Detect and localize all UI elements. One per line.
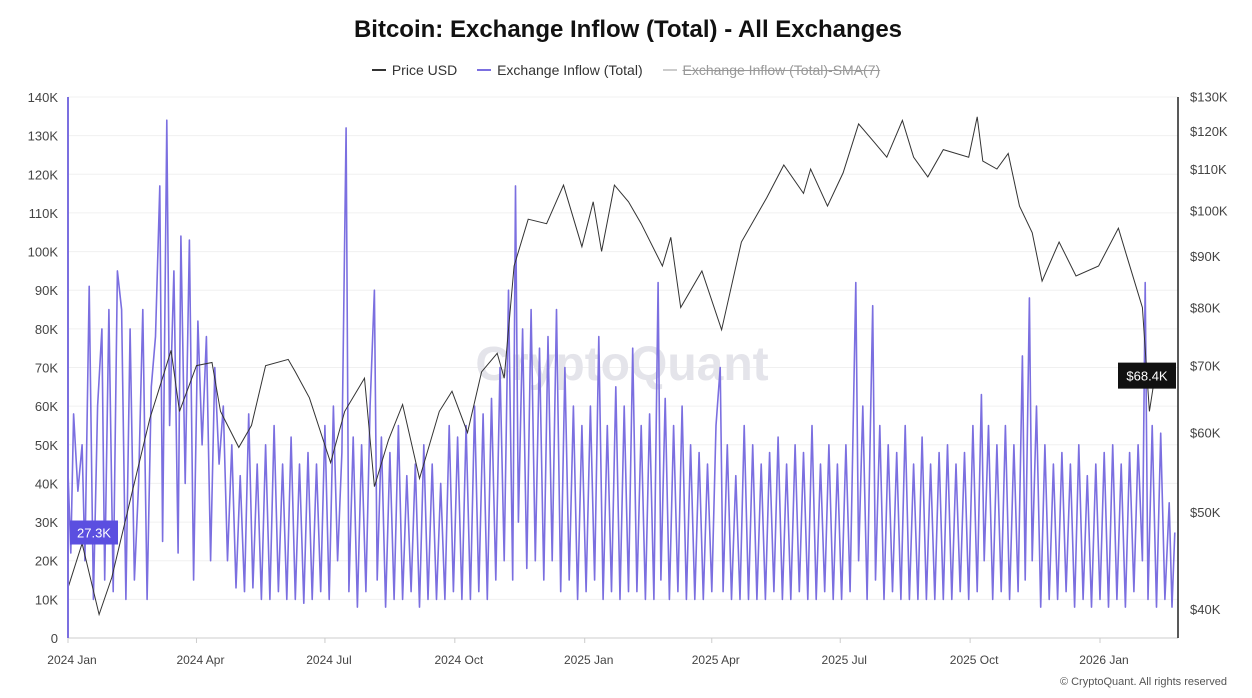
left-tick-label: 30K xyxy=(35,515,58,530)
legend-swatch-inflow xyxy=(477,69,492,71)
left-tick-label: 130K xyxy=(28,129,59,144)
right-tick-label: $130K xyxy=(1190,89,1228,104)
x-tick-label: 2025 Jan xyxy=(564,653,613,667)
left-tick-label: 70K xyxy=(35,361,58,376)
legend-label-price: Price USD xyxy=(391,62,458,78)
left-tick-label: 50K xyxy=(35,438,58,453)
current-inflow-value: 27.3K xyxy=(77,526,111,541)
legend-swatch-sma xyxy=(662,69,677,71)
legend-item-price[interactable]: Price USD xyxy=(371,62,458,78)
legend-item-inflow[interactable]: Exchange Inflow (Total) xyxy=(477,62,643,78)
left-tick-label: 140K xyxy=(28,90,59,105)
x-tick-label: 2024 Jul xyxy=(306,653,351,667)
right-tick-label: $60K xyxy=(1190,426,1221,441)
x-tick-label: 2024 Oct xyxy=(434,653,483,667)
legend: Price USD Exchange Inflow (Total) Exchan… xyxy=(0,58,1252,78)
right-tick-label: $120K xyxy=(1190,124,1228,139)
right-tick-label: $50K xyxy=(1190,505,1221,520)
current-price-value: $68.4K xyxy=(1126,369,1168,384)
x-tick-label: 2025 Jul xyxy=(822,653,867,667)
price-line xyxy=(67,116,1175,617)
right-tick-label: $70K xyxy=(1190,359,1221,374)
left-tick-label: 0 xyxy=(51,631,58,646)
x-tick-label: 2026 Jan xyxy=(1079,653,1128,667)
x-tick-label: 2025 Apr xyxy=(692,653,740,667)
legend-item-sma[interactable]: Exchange Inflow (Total)-SMA(7) xyxy=(662,62,881,78)
right-tick-label: $40K xyxy=(1190,602,1221,617)
legend-label-inflow: Exchange Inflow (Total) xyxy=(497,62,643,78)
chart-title: Bitcoin: Exchange Inflow (Total) - All E… xyxy=(353,16,903,43)
right-tick-label: $90K xyxy=(1190,249,1221,264)
left-tick-label: 100K xyxy=(28,245,59,260)
left-tick-label: 60K xyxy=(35,399,58,414)
copyright-footer: © CryptoQuant. All rights reserved xyxy=(1059,676,1227,688)
left-tick-label: 120K xyxy=(28,167,59,182)
right-tick-label: $80K xyxy=(1190,300,1221,315)
left-tick-label: 20K xyxy=(35,554,58,569)
left-tick-label: 80K xyxy=(35,322,58,337)
left-tick-label: 40K xyxy=(35,476,58,491)
legend-swatch-price xyxy=(371,69,386,71)
current-inflow-tag xyxy=(70,520,118,545)
right-tick-label: $100K xyxy=(1190,203,1228,218)
right-tick-label: $110K xyxy=(1190,162,1227,177)
watermark: CryptoQuant xyxy=(475,338,768,391)
left-tick-label: 10K xyxy=(35,592,58,607)
x-tick-label: 2024 Apr xyxy=(176,653,224,667)
left-tick-label: 110K xyxy=(29,206,59,221)
x-tick-label: 2025 Oct xyxy=(950,653,999,667)
x-tick-label: 2024 Jan xyxy=(47,653,96,667)
legend-label-sma: Exchange Inflow (Total)-SMA(7) xyxy=(682,62,881,78)
left-tick-label: 90K xyxy=(35,283,58,298)
current-price-tag xyxy=(1118,362,1176,389)
